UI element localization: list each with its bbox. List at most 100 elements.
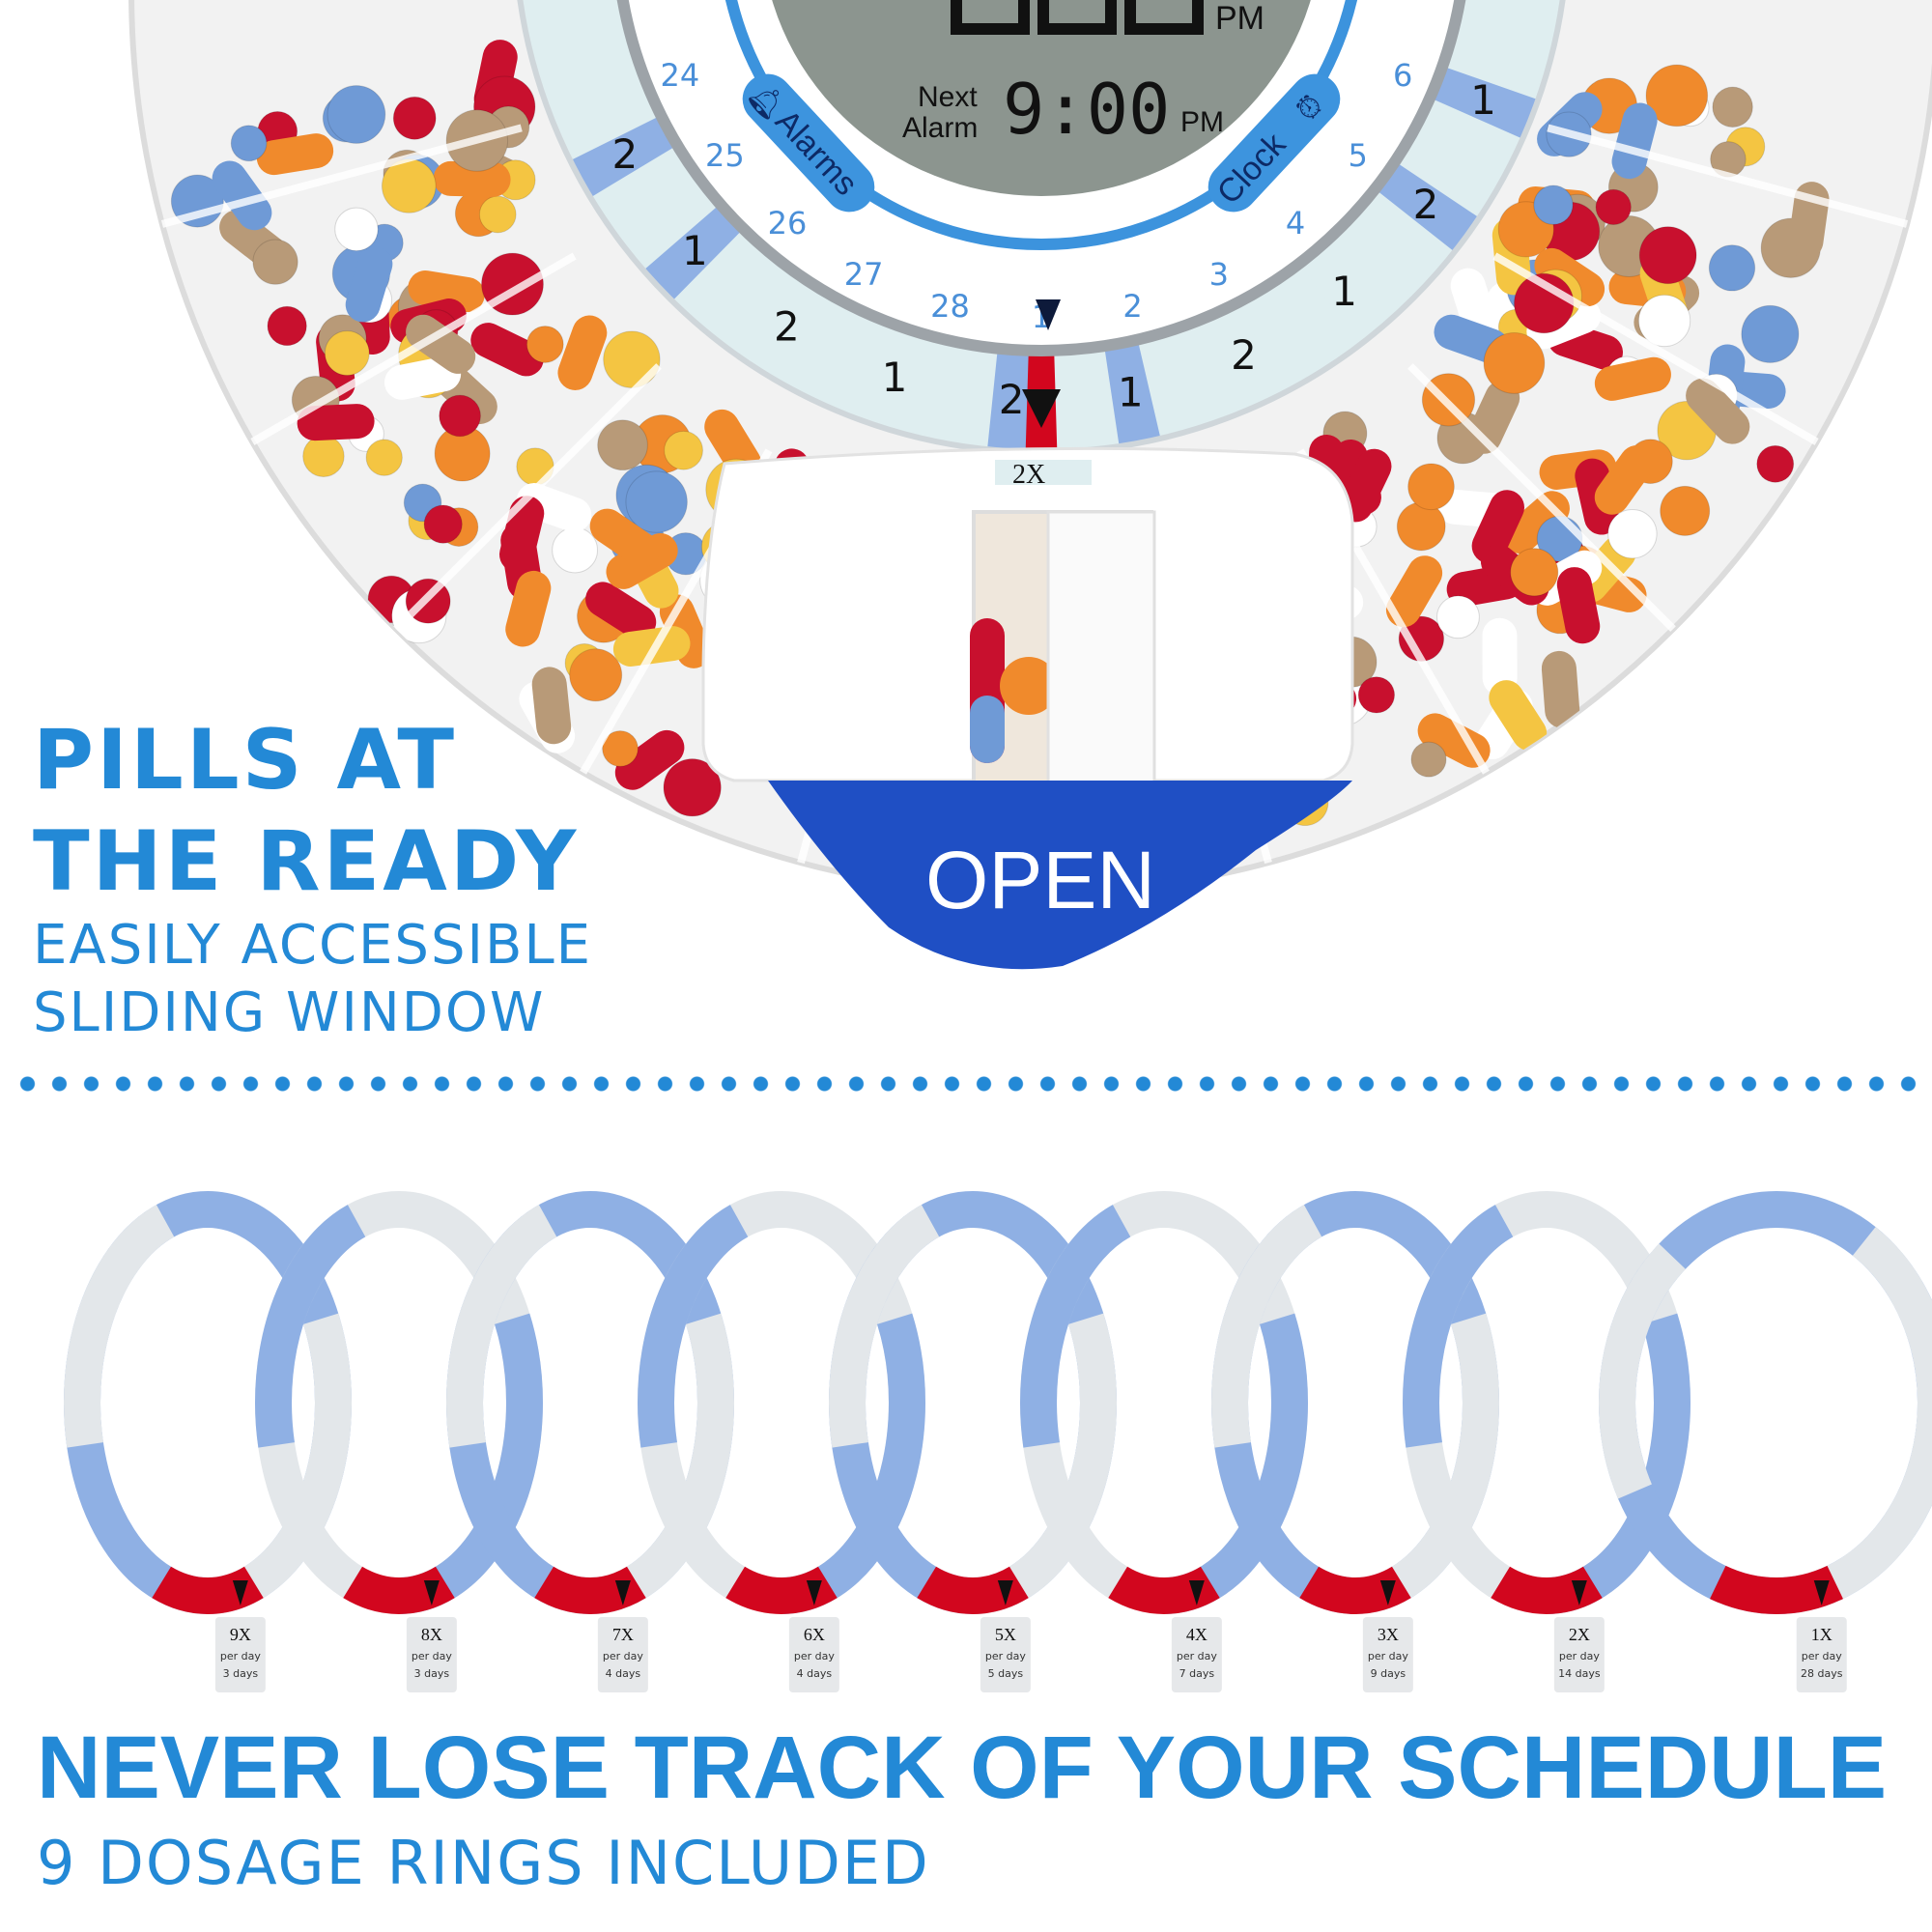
ring-tag-days: 3 days — [223, 1667, 259, 1680]
schedule-title: NEVER LOSE TRACK OF YOUR SCHEDULE — [37, 1719, 1888, 1817]
next-alarm-suffix: PM — [1180, 106, 1224, 138]
dose-number: 1 — [1331, 268, 1357, 315]
ring-tag-per: per day — [794, 1650, 835, 1662]
capsule — [408, 270, 485, 313]
ring-pointer-icon — [806, 1580, 822, 1605]
feature-subtitle-line-1: EASILY ACCESSIBLE — [33, 914, 593, 977]
ring-band-segment — [446, 1191, 734, 1614]
ring-band-segment — [829, 1191, 1117, 1614]
feature-title-line-1: PILLS AT — [33, 712, 458, 809]
pill — [602, 730, 639, 767]
ring-band-segment — [255, 1191, 543, 1614]
ring-pointer-icon — [1813, 1580, 1830, 1605]
capsule — [433, 160, 511, 197]
ring-tag-dose: 9X — [230, 1625, 251, 1644]
pill — [365, 439, 403, 476]
pill — [1741, 304, 1800, 363]
ring-tag-days: 4 days — [606, 1667, 641, 1680]
ring-tag-per: per day — [1559, 1650, 1600, 1662]
pill — [392, 96, 437, 140]
window-slider-handle[interactable] — [1046, 510, 1156, 784]
pill — [1756, 444, 1795, 483]
day-number: 25 — [705, 137, 745, 174]
dose-segment — [858, 324, 926, 433]
feature-title-line-2: THE READY — [33, 813, 580, 910]
dose-number: 2 — [1413, 181, 1439, 228]
dose-segment — [1298, 242, 1393, 345]
capsule — [1594, 444, 1655, 515]
capsule — [256, 133, 334, 176]
day-number: 27 — [844, 256, 884, 293]
visible-pill — [1000, 657, 1058, 715]
ring-band-segment — [1403, 1191, 1690, 1614]
compartment-divider — [1407, 363, 1676, 632]
ring-band-segment — [1020, 1191, 1308, 1614]
ring-tag — [1553, 1617, 1605, 1692]
capsule — [585, 582, 657, 640]
lcd-digit — [951, 0, 1030, 35]
pill — [663, 758, 722, 817]
pill — [552, 526, 598, 574]
ring-tag-days: 9 days — [1371, 1667, 1406, 1680]
ring-tag-per: per day — [1177, 1650, 1217, 1662]
ring-band-segment — [1211, 1191, 1499, 1614]
ring-tag-days: 7 days — [1179, 1667, 1215, 1680]
ring-tag — [214, 1617, 266, 1692]
lcd-screen — [772, 0, 1311, 196]
dose-number: 1 — [1470, 76, 1496, 124]
pill — [1483, 332, 1546, 394]
lcd-digit — [1037, 0, 1117, 35]
dosage-ring-5x: 5X per day 5 days — [829, 1191, 1117, 1692]
compartment-divider — [393, 363, 662, 632]
dosage-ring-2x: 2X per day 14 days — [1403, 1191, 1690, 1692]
day-number: 26 — [768, 205, 808, 242]
day-number: 28 — [930, 288, 970, 325]
ring-tag-dose: 6X — [804, 1625, 825, 1644]
ring-tag-per: per day — [985, 1650, 1026, 1662]
dosage-ring-8x: 8X per day 3 days — [255, 1191, 543, 1692]
pill — [324, 330, 370, 376]
ring-tag — [788, 1617, 839, 1692]
dosage-ring-3x: 3X per day 9 days — [1211, 1191, 1499, 1692]
ring-pointer-icon — [423, 1580, 440, 1605]
open-label: OPEN — [925, 835, 1155, 925]
open-tab[interactable] — [768, 781, 1352, 970]
ring-tag-per: per day — [220, 1650, 261, 1662]
ring-tag — [1171, 1617, 1222, 1692]
capsule — [1556, 567, 1601, 644]
dose-number: 2 — [999, 376, 1025, 423]
capsule — [384, 356, 462, 400]
ring-tag-days: 4 days — [797, 1667, 833, 1680]
feature-subtitle-line-2: SLIDING WINDOW — [33, 981, 546, 1044]
dosage-ring-1x: 1X per day 28 days — [1599, 1191, 1932, 1692]
capsule — [1385, 555, 1443, 628]
ring-tag — [980, 1617, 1031, 1692]
compartment-divider — [1547, 124, 1909, 228]
dose-segment — [643, 204, 744, 301]
capsule — [345, 246, 393, 323]
compartment-divider — [250, 252, 577, 445]
pill — [230, 125, 268, 162]
dose-segment — [1375, 161, 1480, 252]
pill — [1357, 676, 1396, 714]
ring-tag-days: 28 days — [1801, 1667, 1843, 1680]
compartment-divider — [160, 124, 523, 228]
ring-label-tag — [995, 460, 1092, 485]
pill — [252, 239, 298, 285]
dosage-ring-7x: 7X per day 4 days — [446, 1191, 734, 1692]
capsule — [1541, 650, 1580, 728]
dose-segment — [1207, 302, 1285, 412]
ring-tag-dose: 3X — [1378, 1625, 1399, 1644]
capsule — [589, 508, 660, 568]
ring-band-segment — [638, 1191, 925, 1614]
pill — [1410, 741, 1447, 778]
pill — [597, 419, 648, 471]
capsule — [297, 404, 375, 441]
pill — [439, 394, 481, 438]
capsule — [1471, 490, 1524, 564]
ring-pointer-icon — [1188, 1580, 1205, 1605]
capsule — [557, 315, 608, 390]
ring-pointer-icon — [1379, 1580, 1396, 1605]
ring-pointer-icon — [1571, 1580, 1587, 1605]
ring-pointer-icon — [232, 1580, 248, 1605]
